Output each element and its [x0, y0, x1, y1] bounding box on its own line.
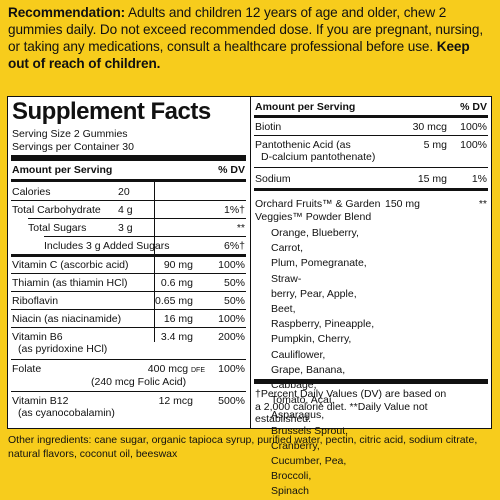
- amount-column-rule: [154, 182, 155, 342]
- recommendation-body: Adults and children 12 years of age and …: [8, 5, 483, 54]
- thick-rule: [254, 379, 488, 384]
- medium-rule: [254, 188, 488, 191]
- blend-ingredient-line: Orange, Blueberry, Carrot,: [271, 227, 359, 255]
- row-rule: [11, 327, 246, 328]
- row-rule: [11, 291, 246, 292]
- blend-ingredient-line: Tomato, Açaí, Asparagus,: [271, 394, 335, 422]
- blend-ingredient-line: Plum, Pomegranate, Straw-: [271, 257, 367, 285]
- row-rule: [254, 135, 488, 136]
- left-header-amount: Amount per Serving: [12, 164, 113, 176]
- row-rule: [28, 218, 246, 219]
- blend-ingredient-line: Raspberry, Pineapple,: [271, 318, 375, 331]
- facts-left-column: Supplement Facts Serving Size 2 Gummies …: [11, 98, 246, 419]
- row-rule: [11, 273, 246, 274]
- row-rule: [11, 309, 246, 310]
- row-rule: [44, 236, 246, 237]
- footnote-line: established.: [255, 413, 312, 425]
- medium-rule: [11, 254, 246, 257]
- right-header-amount: Amount per Serving: [255, 101, 356, 113]
- blend-ingredient-line: Cucumber, Pea, Broccoli,: [271, 455, 347, 483]
- blend-ingredient-line: Pumpkin, Cherry, Cauliflower,: [271, 333, 352, 361]
- dv-footnote: †Percent Daily Values (DV) are based on …: [255, 388, 487, 426]
- recommendation-warning: Keep out of reach of children.: [8, 39, 470, 71]
- right-header: Amount per Serving % DV: [255, 101, 487, 113]
- facts-title: Supplement Facts: [12, 98, 211, 125]
- row-rule: [11, 200, 246, 201]
- facts-right-column: Amount per Serving % DV Biotin 30 mcg 10…: [251, 97, 491, 497]
- left-header-dv: % DV: [218, 164, 245, 176]
- column-divider: [250, 97, 251, 428]
- recommendation-lead: Recommendation:: [8, 5, 126, 20]
- supplement-facts-panel: Supplement Facts Serving Size 2 Gummies …: [7, 96, 492, 497]
- blend-ingredient-line: Brussels Sprout, Cranberry,: [271, 424, 349, 452]
- blend-ingredients: Orange, Blueberry, Carrot, Plum, Pomegra…: [271, 226, 381, 500]
- row-rule: [254, 167, 488, 168]
- medium-rule: [254, 115, 488, 118]
- right-header-dv: % DV: [460, 101, 487, 113]
- thick-rule: [11, 155, 246, 161]
- footnote-line: †Percent Daily Values (DV) are based on: [255, 388, 447, 400]
- blend-ingredient-line: berry, Pear, Apple, Beet,: [271, 287, 357, 316]
- servings-per-container: Servings per Container 30: [12, 141, 134, 153]
- other-ingredients: Other ingredients: cane sugar, organic t…: [8, 434, 478, 460]
- row-rule: [11, 391, 246, 392]
- left-header: Amount per Serving % DV: [12, 164, 245, 176]
- blend-ingredient-line: Spinach: [271, 485, 309, 498]
- footnote-line: a 2,000 calorie diet. **Daily Value not: [255, 400, 428, 413]
- medium-rule: [11, 179, 246, 182]
- recommendation-text: Recommendation: Adults and children 12 y…: [8, 4, 494, 72]
- serving-size: Serving Size 2 Gummies: [12, 128, 128, 140]
- row-rule: [11, 359, 246, 360]
